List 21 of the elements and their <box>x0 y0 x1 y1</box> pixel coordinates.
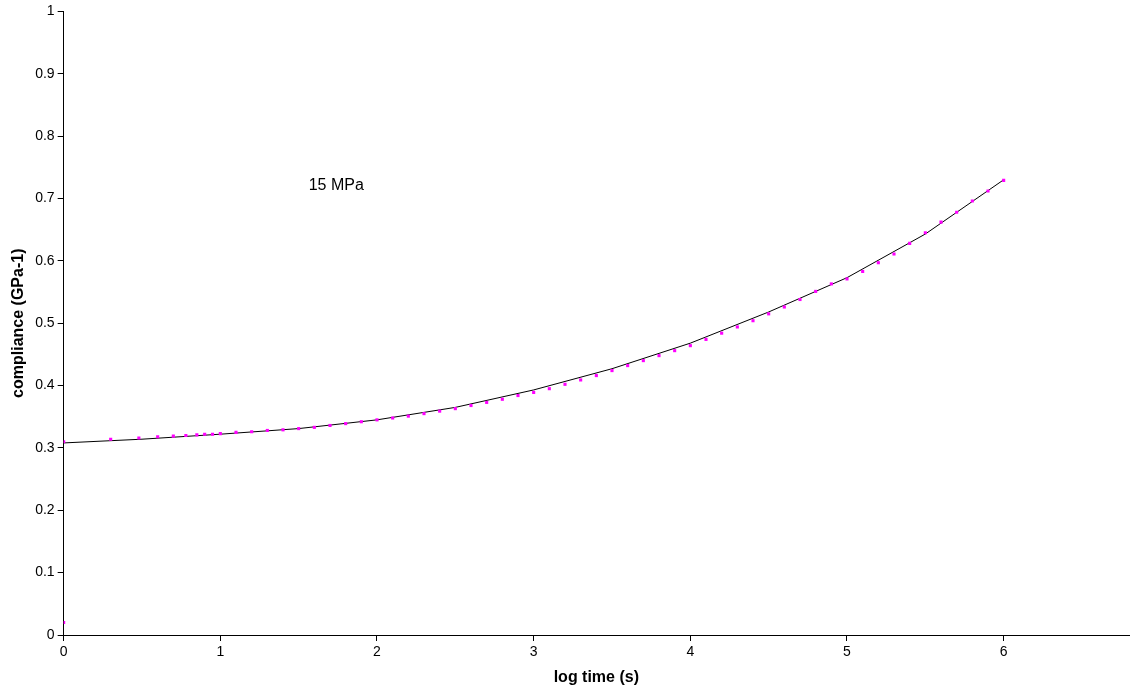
x-tick-label: 4 <box>686 643 695 660</box>
y-tick-label: 0.6 <box>35 251 55 268</box>
y-tick-label: 0.3 <box>35 438 55 455</box>
y-tick-label: 0.5 <box>35 314 55 331</box>
y-tick-label: 0 <box>46 625 55 642</box>
y-tick-label: 1 <box>46 2 55 19</box>
x-tick-label: 1 <box>216 643 225 660</box>
y-tick-label: 0.9 <box>35 64 55 81</box>
x-axis-title: log time (s) <box>553 667 639 685</box>
x-tick-label: 0 <box>59 643 68 660</box>
y-tick-label: 0.4 <box>35 376 55 393</box>
x-tick-label: 2 <box>373 643 382 660</box>
y-tick-label: 0.1 <box>35 563 55 580</box>
x-tick-label: 6 <box>999 643 1008 660</box>
y-tick-label: 0.2 <box>35 501 55 518</box>
y-tick-label: 0.8 <box>35 126 55 143</box>
x-tick-label: 5 <box>843 643 852 660</box>
y-tick-label: 0.7 <box>35 189 55 206</box>
y-axis-title: compliance (GPa-1) <box>9 248 27 398</box>
annotation: 15 MPa <box>308 176 364 194</box>
x-tick-label: 3 <box>529 643 538 660</box>
